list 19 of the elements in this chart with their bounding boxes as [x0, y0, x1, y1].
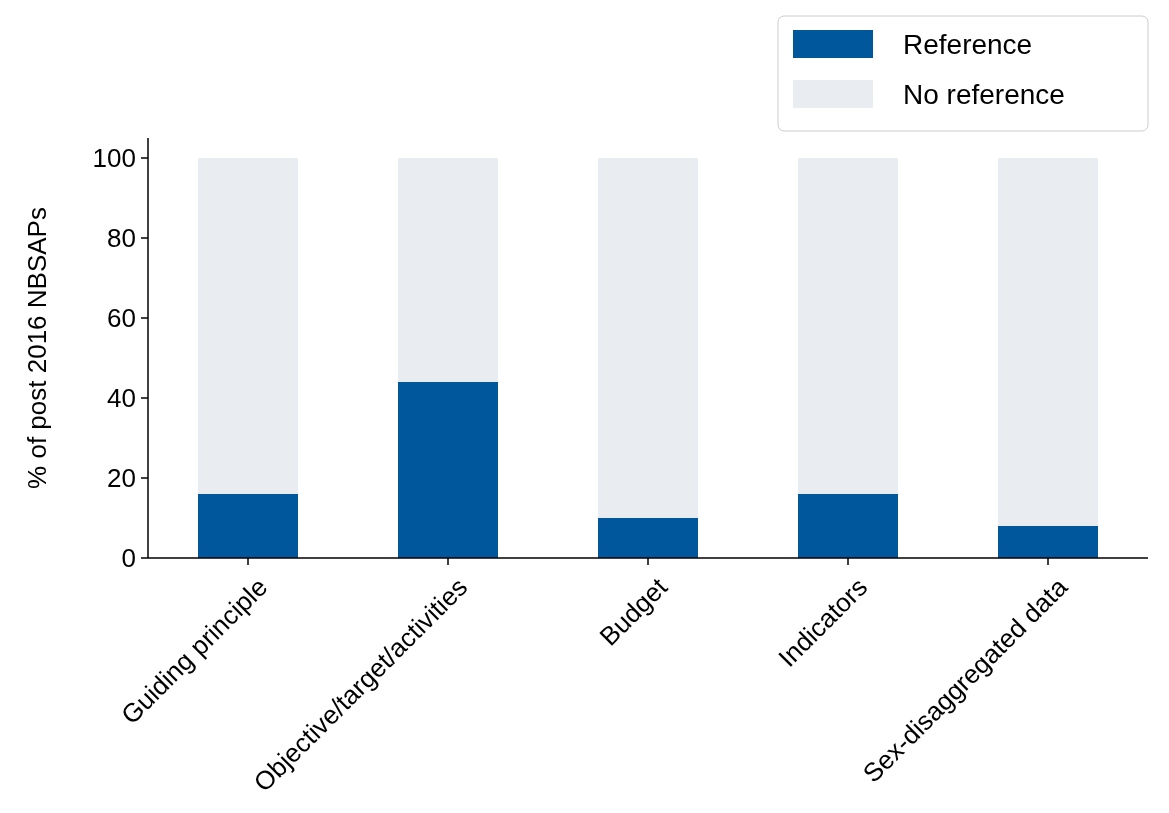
- bar: [598, 518, 698, 558]
- legend-label: No reference: [903, 78, 1065, 110]
- bar: [998, 526, 1098, 558]
- y-tick-label: 20: [107, 463, 136, 494]
- bar: [398, 382, 498, 558]
- bar: [798, 494, 898, 558]
- y-tick-label: 60: [107, 303, 136, 334]
- legend-label: Reference: [903, 28, 1033, 60]
- y-axis-title: % of post 2016 NBSAPs: [22, 207, 52, 489]
- bar: [598, 158, 698, 518]
- bar: [398, 158, 498, 382]
- y-tick-label: 0: [121, 543, 136, 574]
- y-tick-label: 80: [107, 223, 136, 254]
- bar: [998, 158, 1098, 526]
- bar: [198, 158, 298, 494]
- y-tick-label: 100: [92, 143, 136, 174]
- y-tick-label: 40: [107, 383, 136, 414]
- bar: [198, 494, 298, 558]
- bar: [798, 158, 898, 494]
